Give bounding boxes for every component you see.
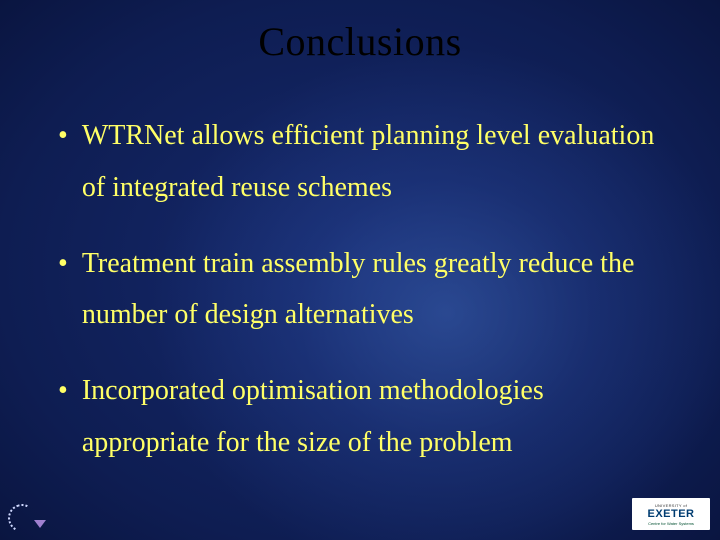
bullet-text: Treatment train assembly rules greatly r… bbox=[82, 238, 670, 342]
exeter-logo-line1: UNIVERSITY of bbox=[655, 503, 687, 508]
bullet-marker: • bbox=[58, 110, 68, 162]
bullet-list: • WTRNet allows efficient planning level… bbox=[58, 110, 670, 493]
exeter-logo: UNIVERSITY of EXETER Centre for Water Sy… bbox=[632, 498, 710, 530]
bullet-text: Incorporated optimisation methodologies … bbox=[82, 365, 670, 469]
slide: Conclusions • WTRNet allows efficient pl… bbox=[0, 0, 720, 540]
bullet-marker: • bbox=[58, 365, 68, 417]
slide-title: Conclusions bbox=[0, 18, 720, 65]
bullet-marker: • bbox=[58, 238, 68, 290]
logo-arc-icon bbox=[4, 500, 40, 536]
exeter-logo-line2: EXETER bbox=[647, 509, 694, 520]
bullet-item: • WTRNet allows efficient planning level… bbox=[58, 110, 670, 214]
project-logo bbox=[6, 504, 48, 534]
logo-triangle-icon bbox=[34, 520, 46, 528]
bullet-item: • Treatment train assembly rules greatly… bbox=[58, 238, 670, 342]
bullet-item: • Incorporated optimisation methodologie… bbox=[58, 365, 670, 469]
exeter-logo-line3: Centre for Water Systems bbox=[648, 521, 694, 526]
bullet-text: WTRNet allows efficient planning level e… bbox=[82, 110, 670, 214]
